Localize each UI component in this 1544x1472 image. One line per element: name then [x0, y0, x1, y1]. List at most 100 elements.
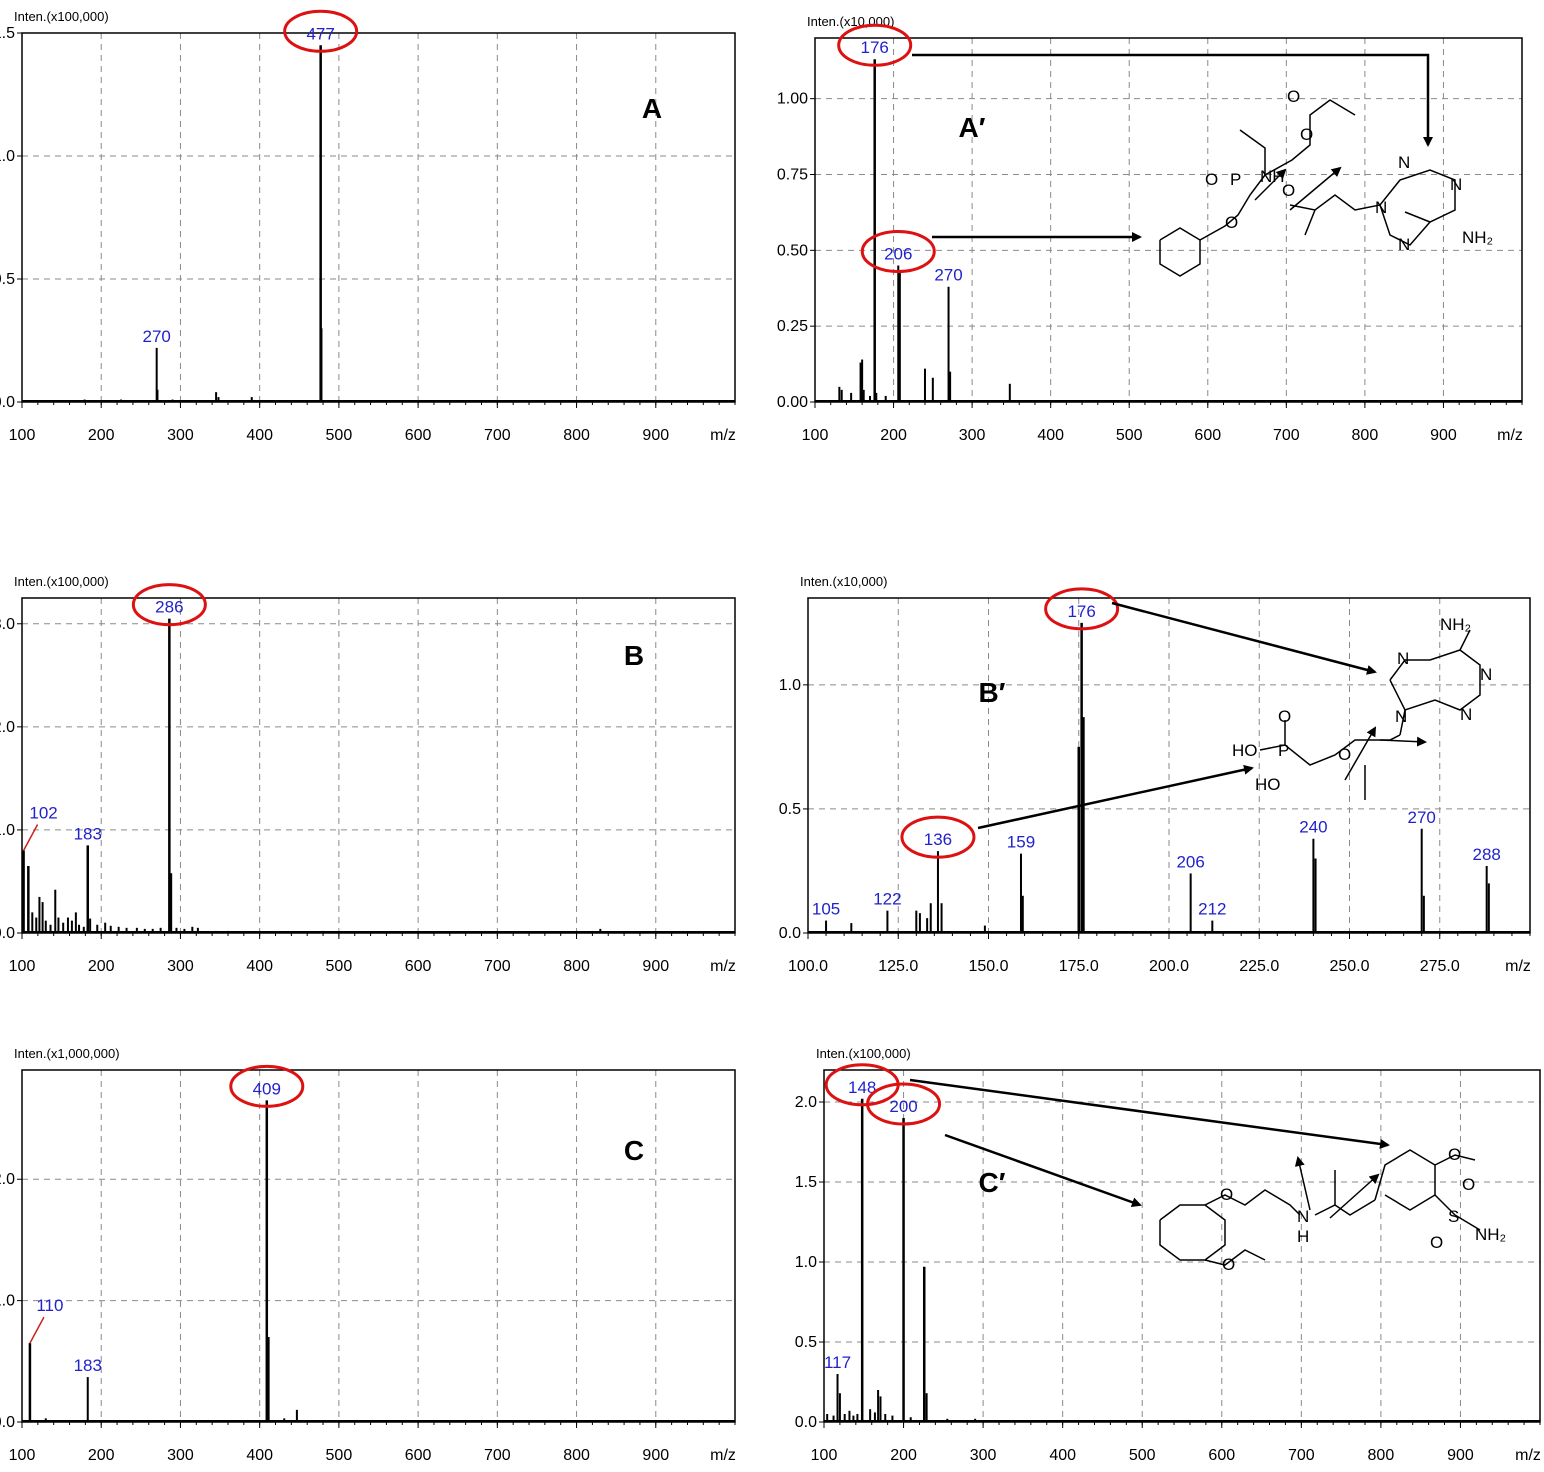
x-tick-label: 300 [167, 958, 194, 975]
x-tick-label: 800 [1352, 427, 1379, 444]
x-tick-label: 200.0 [1149, 958, 1189, 975]
x-tick-label: 900 [642, 1447, 669, 1464]
structure-bond [1159, 227, 1201, 277]
y-tick-label: 2.0 [0, 1171, 15, 1188]
panel-letter: B′ [979, 677, 1006, 708]
atom-label: O [1225, 213, 1238, 232]
peak-label: 240 [1299, 818, 1327, 837]
intensity-unit-label: Inten.(x10,000) [800, 574, 887, 589]
x-tick-label: 200 [880, 427, 907, 444]
structure-bond [1434, 1194, 1456, 1216]
atom-label: NH₂ [1475, 1225, 1506, 1244]
x-tick-label: 100 [9, 958, 36, 975]
atom-label: NH₂ [1440, 615, 1471, 634]
peak-label: 270 [1408, 808, 1436, 827]
structure-bond [1289, 169, 1456, 223]
atom-label: N [1297, 1207, 1309, 1226]
x-tick-label: 125.0 [878, 958, 918, 975]
x-tick-label: 500 [1129, 1447, 1156, 1464]
callout-arrow-176-to-adenine [1111, 601, 1377, 675]
structure-bond [1399, 709, 1406, 736]
atom-label: N [1460, 705, 1472, 724]
highlight-circle [900, 815, 976, 859]
atom-label: O [1282, 181, 1295, 200]
x-tick-label: 400 [246, 958, 273, 975]
spectrum-panel-c: 100 200 300 400 500 600 700 800 900 m/z 0.0 1.0 2.0 I… [0, 1046, 736, 1464]
x-tick-label: 900 [1447, 1447, 1474, 1464]
y-tick-label: 0.0 [795, 1414, 817, 1431]
spectrum-panel-a: 100 200 300 400 500 600 700 800 900 m/z 0.0 0.5 1.0 1… [0, 9, 736, 444]
x-tick-label: 300 [959, 427, 986, 444]
y-tick-label: 1.0 [779, 677, 801, 694]
x-tick-label: 100 [802, 427, 829, 444]
structure-bond [1389, 649, 1481, 711]
y-tick-label: 0.0 [779, 925, 801, 942]
x-axis-label: m/z [710, 1447, 736, 1464]
x-tick-label: 800 [563, 958, 590, 975]
cleavage-arrow [1344, 726, 1376, 781]
atom-label: O [1448, 1145, 1461, 1164]
peak-label: 110 [36, 1296, 63, 1315]
panel-letter: A [642, 93, 662, 124]
x-tick-label: 100 [9, 1447, 36, 1464]
atom-label: HO [1232, 741, 1258, 760]
x-axis-label: m/z [1505, 958, 1531, 975]
plot-frame [21, 1069, 736, 1423]
y-tick-label: 0.25 [777, 318, 808, 335]
peak-label: 122 [873, 890, 901, 909]
x-tick-label: 500 [326, 427, 353, 444]
x-tick-label: 100.0 [788, 958, 828, 975]
structure-bond [1314, 1199, 1376, 1216]
y-tick-label: 0.5 [779, 801, 801, 818]
peak-label-leader [22, 824, 39, 851]
x-tick-label: 600 [1194, 427, 1221, 444]
panel-letter: A′ [959, 112, 986, 143]
structure-bond [1204, 1249, 1266, 1266]
atom-label: S [1448, 1207, 1459, 1226]
intensity-unit-label: Inten.(x100,000) [816, 1046, 911, 1061]
x-tick-label: 600 [405, 958, 432, 975]
intensity-unit-label: Inten.(x100,000) [14, 574, 109, 589]
structure-c-prime: O O N H O S O O NH₂ [1159, 1145, 1506, 1274]
cleavage-arrow [1289, 166, 1342, 211]
x-tick-label: 300 [167, 427, 194, 444]
x-tick-label: 500 [1116, 427, 1143, 444]
peak-label: 206 [884, 245, 912, 264]
x-tick-label: 600 [405, 1447, 432, 1464]
x-tick-label: 200 [890, 1447, 917, 1464]
highlight-circle [866, 1082, 942, 1126]
peak-label-leader [29, 1316, 45, 1344]
y-tick-label: 0.75 [777, 167, 808, 184]
x-tick-label: 200 [88, 958, 115, 975]
highlight-circle [1044, 587, 1120, 631]
peak-label: 183 [74, 1356, 102, 1375]
atom-label: N [1450, 175, 1462, 194]
atom-label: HO [1255, 775, 1281, 794]
atom-label: O [1300, 125, 1313, 144]
x-tick-label: 100 [811, 1447, 838, 1464]
callout-arrow-176-to-purine [912, 53, 1433, 147]
x-tick-label: 275.0 [1420, 958, 1460, 975]
y-tick-label: 1.0 [795, 1254, 817, 1271]
x-tick-label: 600 [405, 427, 432, 444]
structure-a-prime: O P O NH O O O N N N N NH₂ [1159, 87, 1493, 277]
panel-letter: C [624, 1135, 644, 1166]
structure-bond [1199, 99, 1356, 241]
panel-letter: B [624, 640, 644, 671]
peak-label: 159 [1007, 833, 1035, 852]
peak-label: 206 [1176, 852, 1204, 871]
x-tick-label: 500 [326, 958, 353, 975]
atom-label: O [1338, 745, 1351, 764]
y-tick-label: 3.0 [0, 616, 15, 633]
peak-label: 105 [812, 900, 840, 919]
atom-label: H [1297, 1227, 1309, 1246]
atom-label: N [1397, 649, 1409, 668]
x-tick-label: 200 [88, 427, 115, 444]
atom-label: O [1462, 1175, 1475, 1194]
highlight-circle [860, 230, 936, 273]
x-tick-label: 700 [484, 958, 511, 975]
spectrum-panel-b-prime: 100.0 125.0 150.0 175.0 200.0 225.0 250.0 275.0… [779, 574, 1531, 975]
y-tick-label: 0.00 [777, 394, 808, 411]
structure-bond [1434, 1154, 1476, 1166]
